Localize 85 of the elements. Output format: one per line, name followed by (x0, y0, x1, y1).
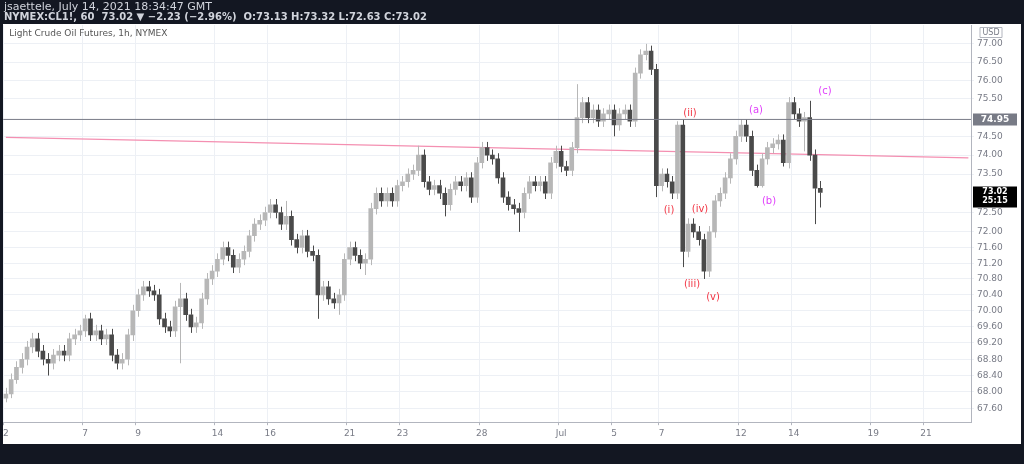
candlestick (104, 328, 109, 346)
x-tick-label: 12 (735, 427, 747, 438)
y-tick-label: 76.00 (977, 74, 1004, 85)
annotation: (a) (749, 103, 764, 115)
y-tick-label: 71.20 (977, 257, 1004, 268)
ref-line-label: 74.95 (980, 113, 1010, 124)
candlestick (691, 217, 696, 239)
candlestick (659, 167, 664, 192)
x-tick-label: 21 (343, 427, 356, 438)
candlestick (431, 179, 437, 196)
y-tick-label: 74.00 (977, 149, 1004, 160)
candlestick (82, 314, 88, 338)
x-tick-label: 7 (658, 427, 665, 438)
y-tick-label: 74.50 (977, 130, 1004, 141)
candlestick (786, 96, 791, 169)
candlestick (458, 175, 463, 192)
candlestick (802, 111, 807, 152)
candlestick (51, 348, 56, 370)
annotation: (v) (706, 290, 720, 302)
y-axis-title: USD (982, 27, 1000, 37)
candlestick (379, 187, 384, 208)
candlestick (72, 328, 77, 346)
x-tick-label: 21 (920, 427, 932, 438)
x-tick-label: 2 (3, 427, 9, 438)
y-tick-label: 70.00 (977, 305, 1004, 316)
x-tick-label: Jul (554, 427, 567, 438)
candlestick (728, 152, 733, 185)
x-tick-label: 14 (788, 427, 800, 438)
annotation: (i) (663, 203, 675, 215)
y-tick-label: 70.40 (977, 289, 1004, 300)
x-tick-label: 5 (611, 427, 617, 438)
candlestick (67, 332, 72, 362)
candlestick (384, 187, 389, 208)
annotation: (iii) (683, 277, 701, 289)
candlestick (585, 96, 590, 124)
candlestick (29, 332, 35, 354)
y-tick-label: 72.00 (977, 226, 1004, 237)
candlestick (532, 175, 538, 192)
candlestick (45, 352, 51, 377)
x-tick-label: 7 (82, 427, 89, 438)
candlestick (257, 213, 263, 231)
y-tick-label: 75.50 (977, 93, 1004, 104)
candlestick (357, 248, 363, 270)
x-tick-label: 9 (135, 427, 142, 438)
candlestick (490, 148, 495, 166)
y-tick-label: 76.50 (977, 56, 1004, 67)
candlestick (35, 332, 40, 358)
x-tick-label: 16 (264, 427, 277, 438)
candlestick (109, 328, 114, 362)
annotation: (c) (818, 84, 832, 96)
annotation: (ii) (683, 106, 697, 118)
y-tick-label: 71.60 (977, 241, 1004, 252)
y-tick-label: 69.60 (977, 321, 1004, 332)
candlestick (495, 152, 501, 185)
candlestick (680, 118, 686, 268)
y-tick-label: 73.50 (977, 168, 1004, 179)
candlestick (93, 324, 99, 342)
y-tick-label: 68.40 (977, 369, 1004, 380)
x-tick-label: 23 (396, 427, 409, 438)
x-tick-label: 14 (211, 427, 224, 438)
text: 73.02 25:15 (982, 186, 1009, 205)
annotation: Light Crude Oil Futures, 1h, NYMEX (9, 28, 168, 39)
candlestick (320, 280, 326, 302)
candlestick (88, 312, 93, 342)
y-tick-label: 67.60 (977, 402, 1004, 413)
y-tick-label: 68.80 (977, 353, 1004, 364)
y-tick-label: 69.20 (977, 337, 1004, 348)
candlestick (632, 67, 638, 128)
candlestick (669, 175, 675, 200)
y-tick-label: 68.00 (977, 386, 1004, 397)
candlestick (230, 248, 236, 274)
candlestick (807, 100, 813, 162)
candlestick (675, 120, 680, 200)
y-tick-label: 72.50 (977, 206, 1004, 217)
candlestick (146, 280, 151, 298)
candlestick (56, 344, 62, 362)
x-tick-label: 19 (867, 427, 880, 438)
x-tick-label: 28 (476, 427, 488, 438)
candlestick (706, 225, 712, 278)
chart-title: jsaettele, July 14, 2021 18:34:47 GMT (3, 0, 213, 13)
candlestick (267, 198, 273, 219)
annotation: (b) (761, 194, 777, 206)
y-tick-label: 77.00 (977, 38, 1004, 49)
annotation: (iv) (691, 202, 709, 214)
y-tick-label: 70.80 (977, 273, 1004, 284)
